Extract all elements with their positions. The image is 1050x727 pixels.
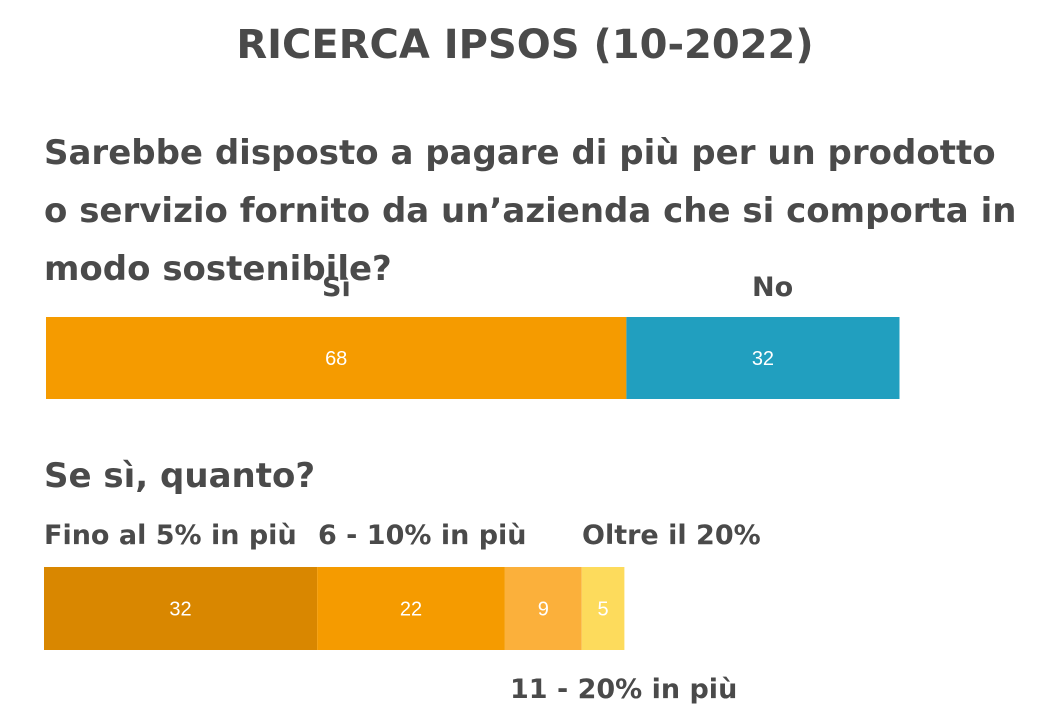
survey-question: Sarebbe disposto a pagare di più per un … — [44, 133, 1017, 289]
bar-segment-no — [626, 317, 900, 399]
bar-segment-si — [46, 317, 627, 399]
chart-how-much: 32 22 9 5 — [44, 567, 625, 650]
data-label-oltre-20: 5 — [597, 599, 608, 621]
category-label-si: Sì — [322, 272, 351, 303]
data-label-11-20: 9 — [538, 599, 549, 621]
chart-title: RICERCA IPSOS (10-2022) — [236, 22, 814, 68]
follow-up-question: Se sì, quanto? — [44, 456, 316, 496]
category-label-no: No — [752, 272, 794, 303]
category-label-fino-5: Fino al 5% in più — [44, 520, 297, 551]
data-label-6-10: 22 — [400, 599, 422, 621]
data-label-fino-5: 32 — [169, 599, 191, 621]
bar-segment-6-10 — [317, 567, 505, 650]
bar-segment-11-20 — [504, 567, 582, 650]
data-label-si: 68 — [325, 348, 347, 370]
category-label-11-20: 11 - 20% in più — [510, 674, 738, 705]
category-label-oltre-20: Oltre il 20% — [582, 520, 761, 551]
bar-segment-fino-5 — [44, 567, 318, 650]
data-label-no: 32 — [752, 348, 774, 370]
bar-segment-oltre-20 — [581, 567, 625, 650]
chart-yes-no: 68 32 — [46, 317, 900, 399]
category-label-6-10: 6 - 10% in più — [318, 520, 527, 551]
